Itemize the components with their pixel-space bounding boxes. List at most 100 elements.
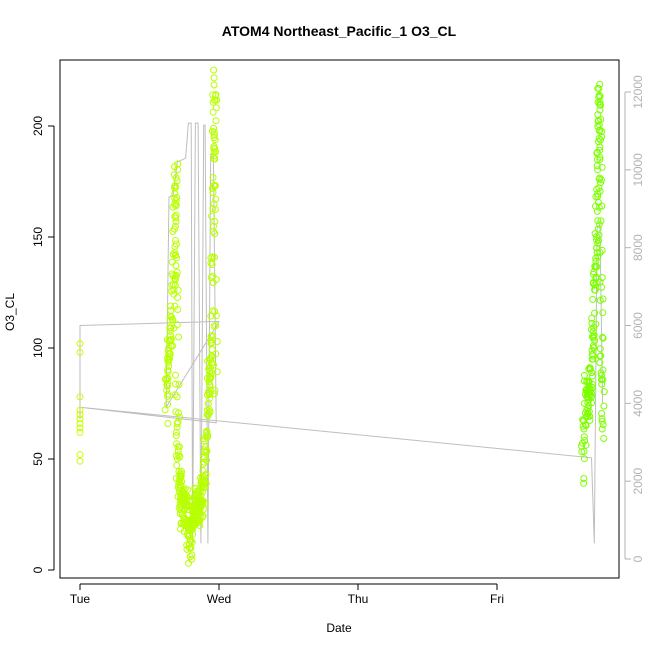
data-point — [172, 262, 180, 270]
data-point — [588, 319, 596, 327]
data-point — [588, 333, 596, 341]
data-point — [595, 237, 603, 244]
y-axis-label: O3_CL — [3, 293, 17, 331]
data-point — [164, 400, 172, 408]
data-point — [209, 174, 217, 181]
data-point — [170, 225, 178, 233]
data-point — [199, 497, 207, 505]
data-point — [212, 322, 220, 330]
data-point — [580, 455, 588, 463]
data-point — [595, 175, 603, 183]
data-point — [176, 452, 184, 460]
data-point — [172, 271, 180, 279]
data-point — [211, 390, 218, 398]
data-point — [596, 100, 604, 108]
data-point — [200, 437, 208, 445]
data-point — [161, 406, 169, 414]
data-point — [76, 424, 84, 432]
x-tick-label: Thu — [348, 592, 369, 606]
data-point — [76, 415, 84, 423]
data-point — [212, 117, 220, 125]
data-point — [210, 74, 218, 82]
y2-tick-label: 4000 — [631, 390, 645, 417]
data-point — [210, 152, 218, 160]
data-point — [211, 206, 219, 213]
data-point — [204, 431, 211, 439]
data-point — [594, 123, 602, 131]
data-point — [168, 313, 176, 321]
data-point — [599, 309, 607, 317]
data-point — [580, 447, 588, 455]
data-point — [598, 283, 606, 291]
data-point — [173, 393, 181, 401]
y-tick-label: 200 — [31, 116, 45, 136]
data-point — [212, 276, 220, 284]
data-point — [598, 202, 606, 210]
data-point — [188, 551, 196, 559]
data-point — [174, 286, 182, 294]
data-point — [213, 338, 221, 345]
data-point — [212, 350, 220, 358]
data-point — [596, 146, 604, 154]
data-point — [181, 485, 189, 493]
data-point — [76, 411, 84, 419]
y2-tick-label: 6000 — [631, 312, 645, 339]
data-point — [598, 425, 606, 433]
data-point — [597, 217, 605, 225]
data-point — [189, 530, 197, 538]
data-point — [598, 410, 606, 417]
data-point — [588, 380, 596, 388]
data-point — [597, 136, 604, 144]
data-point — [210, 222, 217, 230]
x-tick-label: Tue — [70, 592, 91, 606]
data-point — [589, 352, 597, 360]
data-point — [591, 309, 599, 317]
data-point — [206, 394, 214, 402]
data-point — [207, 312, 215, 320]
data-point — [598, 133, 606, 141]
data-point — [581, 421, 589, 429]
data-point — [592, 257, 600, 265]
data-point — [596, 92, 604, 100]
data-point — [207, 340, 215, 347]
data-point — [173, 254, 180, 262]
data-point — [595, 93, 603, 101]
plot-frame — [59, 59, 620, 579]
data-point — [204, 400, 212, 408]
data-point — [196, 522, 204, 529]
altitude-line — [79, 122, 604, 544]
data-point — [172, 240, 180, 248]
y2-tick-label: 0 — [631, 555, 645, 562]
data-point — [168, 258, 176, 266]
data-point — [585, 402, 593, 410]
y2-tick-label: 2000 — [631, 467, 645, 494]
data-point — [211, 308, 219, 315]
data-point — [597, 369, 605, 377]
data-point — [177, 472, 185, 480]
data-point — [598, 163, 606, 171]
data-point — [167, 342, 175, 350]
data-point — [166, 350, 174, 358]
data-point — [209, 108, 217, 116]
data-point — [210, 66, 218, 74]
data-point — [589, 295, 597, 303]
data-point — [596, 249, 604, 257]
data-point — [585, 379, 593, 387]
data-point — [178, 467, 185, 475]
data-point — [188, 555, 195, 563]
data-point — [590, 344, 598, 351]
data-point — [171, 276, 179, 283]
data-point — [598, 246, 606, 254]
data-point — [598, 128, 606, 136]
data-point — [596, 187, 604, 195]
data-point — [172, 432, 180, 440]
data-point — [212, 312, 220, 320]
data-point — [207, 332, 215, 340]
data-point — [589, 355, 597, 363]
data-point — [591, 286, 599, 294]
data-point — [600, 402, 608, 410]
data-point — [180, 486, 188, 494]
data-point — [172, 174, 180, 182]
data-point — [171, 302, 179, 310]
